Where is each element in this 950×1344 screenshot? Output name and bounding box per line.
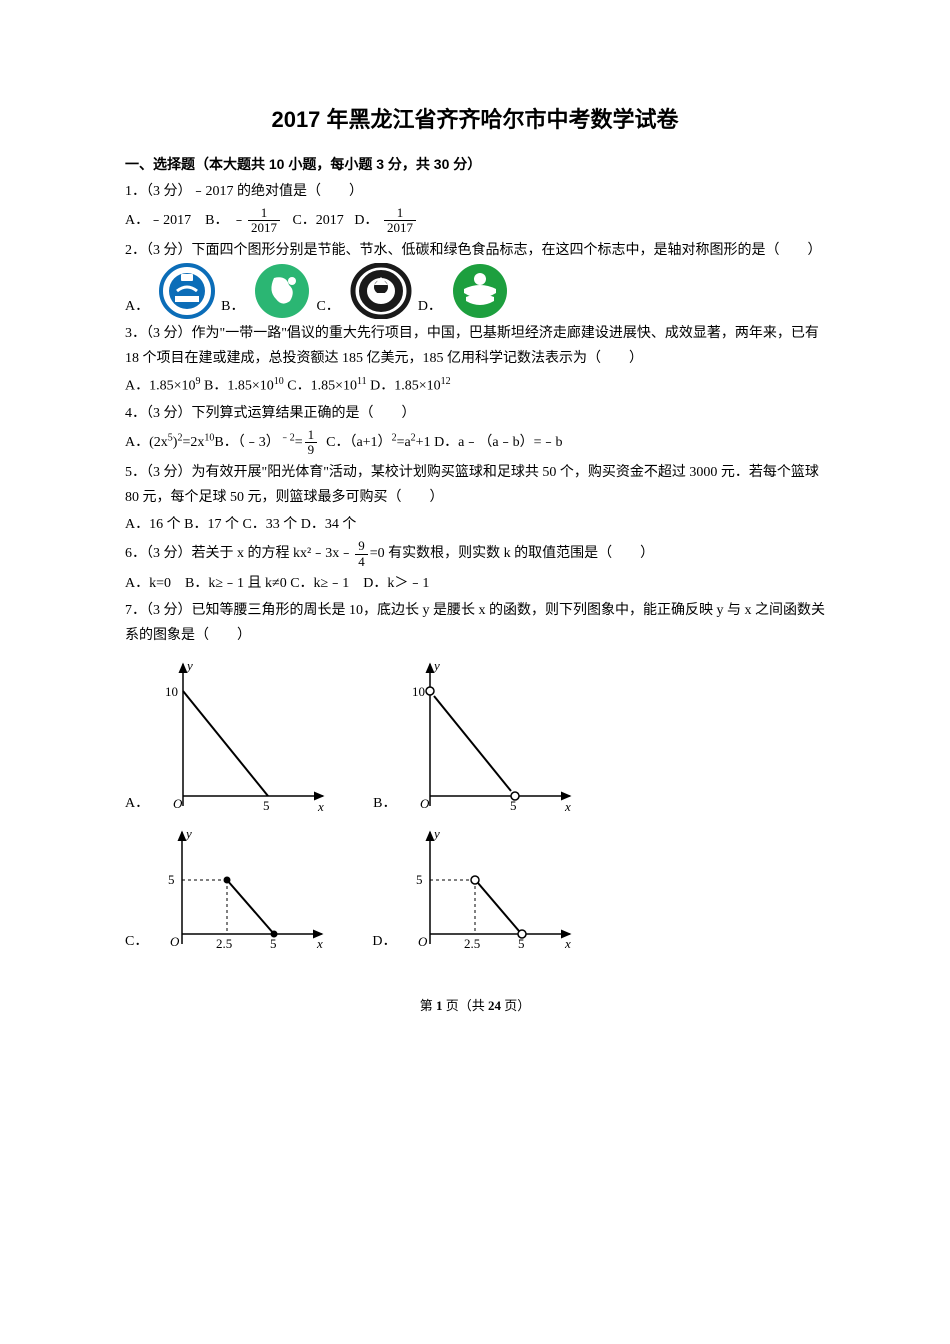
svg-text:x: x [564,799,571,814]
question-6-options: A．k=0 B．k≥﹣1 且 k≠0 C．k≥﹣1 D．k＞﹣1 [125,571,825,596]
lowcarbon-logo-icon [350,263,412,319]
greenfood-logo-icon [452,263,508,319]
q2-opt-b-label: B． [221,294,244,319]
question-5-options: A．16 个 B．17 个 C．33 个 D．34 个 [125,512,825,537]
q6-stem-before: 6．（3 分）若关于 x 的方程 kx²﹣3x﹣ [125,546,353,561]
svg-text:5: 5 [263,798,270,813]
q1-opt-b: B． ﹣12017 [205,213,285,228]
q1-opt-c: C．2017 [292,213,343,228]
svg-text:y: y [432,658,440,673]
q2-opt-d-label: D． [418,294,442,319]
q6-stem-after: =0 有实数根，则实数 k 的取值范围是（ ） [370,546,654,561]
q7-graph-a: O x y 10 5 [153,656,333,816]
q7-graph-c: O x y 5 2.5 5 [152,824,332,954]
question-4-options: A．(2x5)2=2x10B．（﹣3）﹣2=19 C．（a+1）2=a2+1 D… [125,428,825,458]
page-footer: 第 1 页（共 24 页） [125,994,825,1017]
question-4: 4．（3 分）下列算式运算结果正确的是（ ） [125,401,825,426]
frac-num: 1 [248,206,280,221]
svg-text:y: y [432,826,440,841]
question-1-options: A．﹣2017 B． ﹣12017 C．2017 D． 12017 [125,206,825,236]
q7-graphs-row1: A． O x y 10 5 B． O [125,656,825,816]
footer-mid: 页（共 [442,998,488,1013]
svg-text:10: 10 [412,684,425,699]
question-2-options: A． B． C． D． [125,263,825,319]
q1-opt-d: D． 12017 [354,213,418,228]
footer-prefix: 第 [420,998,436,1013]
q7-opt-a-label: A． [125,791,149,816]
q2-opt-c-label: C． [316,294,339,319]
q7-graphs-row2: C． O x y 5 2.5 5 D． [125,824,825,954]
question-3-options: A．1.85×109 B．1.85×1010 C．1.85×1011 D．1.8… [125,373,825,399]
q7-opt-b-label: B． [373,791,396,816]
svg-text:O: O [418,934,428,949]
q7-opt-c-label: C． [125,929,148,954]
frac-den: 2017 [248,221,280,235]
q1-d-label: D． [354,213,378,228]
q2-opt-a-label: A． [125,294,149,319]
question-2: 2．（3 分）下面四个图形分别是节能、节水、低碳和绿色食品标志，在这四个标志中，… [125,238,825,263]
frac-den: 9 [305,443,318,457]
section-header: 一、选择题（本大题共 10 小题，每小题 3 分，共 30 分） [125,152,825,177]
fraction: 12017 [248,206,280,236]
question-1: 1．（3 分）﹣2017 的绝对值是（ ） [125,179,825,204]
energy-logo-icon [159,263,215,319]
question-3: 3．（3 分）作为"一带一路"倡议的重大先行项目，中国，巴基斯坦经济走廊建设进展… [125,321,825,371]
svg-text:O: O [420,796,430,811]
frac-den: 4 [355,555,368,569]
question-6: 6．（3 分）若关于 x 的方程 kx²﹣3x﹣94=0 有实数根，则实数 k … [125,539,825,569]
svg-text:5: 5 [168,872,175,887]
footer-suffix: 页） [501,998,530,1013]
svg-text:y: y [184,826,192,841]
svg-text:x: x [317,799,324,814]
frac-num: 9 [355,539,368,554]
svg-text:2.5: 2.5 [464,936,480,951]
fraction: 12017 [384,206,416,236]
question-7: 7．（3 分）已知等腰三角形的周长是 10，底边长 y 是腰长 x 的函数，则下… [125,598,825,648]
q7-graph-b: O x y 10 5 [400,656,580,816]
svg-text:y: y [185,658,193,673]
frac-num: 1 [305,428,318,443]
svg-text:x: x [316,936,323,951]
water-logo-icon [254,263,310,319]
frac-den: 2017 [384,221,416,235]
q7-opt-d-label: D． [372,929,396,954]
q1-b-label: B． [205,213,228,228]
q7-graph-d: O x y 5 2.5 5 [400,824,580,954]
page-title: 2017 年黑龙江省齐齐哈尔市中考数学试卷 [125,100,825,140]
footer-total: 24 [488,998,501,1013]
svg-text:5: 5 [270,936,277,951]
q1-b-neg: ﹣ [232,213,246,228]
frac-num: 1 [384,206,416,221]
svg-text:x: x [564,936,571,951]
svg-text:2.5: 2.5 [216,936,232,951]
svg-text:O: O [173,796,183,811]
fraction: 19 [305,428,318,458]
svg-text:O: O [170,934,180,949]
fraction: 94 [355,539,368,569]
q1-opt-a: A．﹣2017 [125,213,191,228]
svg-text:5: 5 [416,872,423,887]
svg-text:10: 10 [165,684,178,699]
question-5: 5．（3 分）为有效开展"阳光体育"活动，某校计划购买篮球和足球共 50 个，购… [125,460,825,510]
